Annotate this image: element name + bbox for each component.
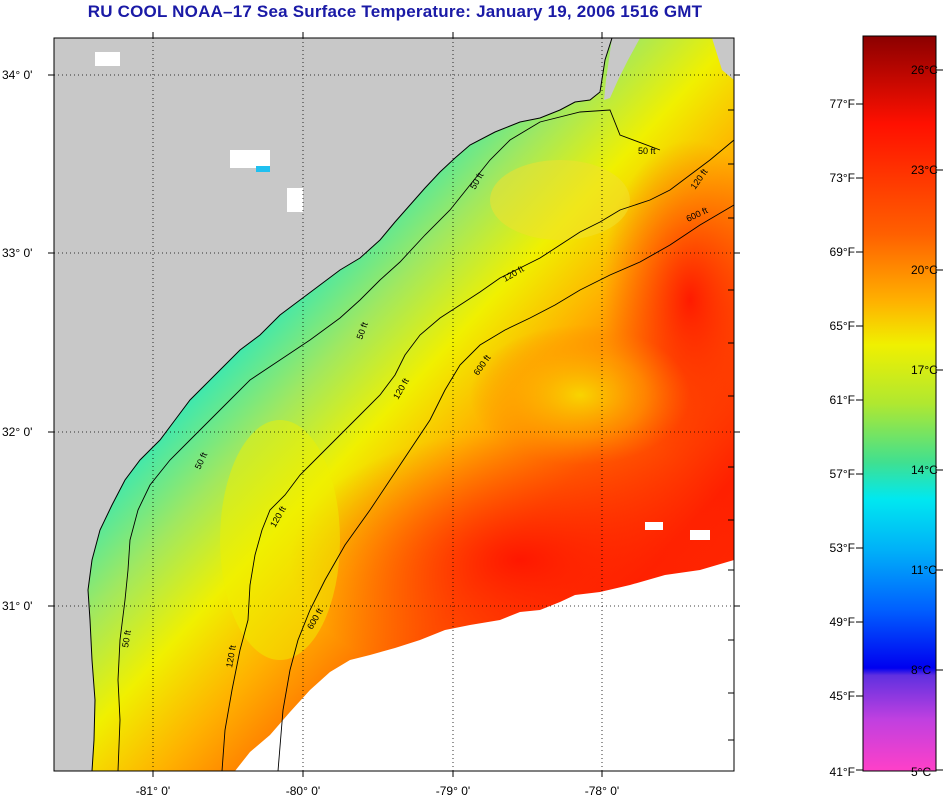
fahrenheit-label: 45°F xyxy=(830,689,855,703)
celsius-label: 14°C xyxy=(911,463,938,477)
contour-label: 50 ft xyxy=(120,629,133,648)
celsius-label: 17°C xyxy=(911,363,938,377)
contour-120ft xyxy=(221,139,734,771)
fahrenheit-label: 53°F xyxy=(830,541,855,555)
land-cape xyxy=(604,38,640,100)
shelf-yellow xyxy=(490,160,630,240)
contour-label: 50 ft xyxy=(638,146,656,156)
cloud-patch xyxy=(645,522,663,530)
contour-600ft xyxy=(277,204,734,771)
coastline xyxy=(87,38,613,771)
lon-label: -80° 0' xyxy=(286,784,320,798)
cloud-patch xyxy=(360,660,390,670)
fahrenheit-label: 69°F xyxy=(830,245,855,259)
cloud-patch xyxy=(287,188,303,212)
lat-label: 32° 0' xyxy=(2,425,32,439)
fahrenheit-label: 57°F xyxy=(830,467,855,481)
graticule xyxy=(54,38,734,771)
fahrenheit-label: 41°F xyxy=(830,765,855,779)
land-ne-corner xyxy=(712,38,734,80)
lat-label: 31° 0' xyxy=(2,599,32,613)
fahrenheit-label: 65°F xyxy=(830,319,855,333)
yellow-eddy xyxy=(470,325,690,465)
celsius-label: 8°C xyxy=(911,663,931,677)
cloud-patch xyxy=(95,52,120,66)
lon-label: -81° 0' xyxy=(136,784,170,798)
celsius-label: 5°C xyxy=(911,765,931,779)
fahrenheit-label: 49°F xyxy=(830,615,855,629)
fahrenheit-label: 73°F xyxy=(830,171,855,185)
fahrenheit-label: 61°F xyxy=(830,393,855,407)
land-mass xyxy=(54,38,612,771)
contour-50ft xyxy=(117,109,661,771)
colorbar: 77°F 73°F 69°F 65°F 61°F 57°F 53°F 49°F … xyxy=(830,35,943,779)
contour-label: 120 ft xyxy=(224,644,238,668)
fahrenheit-label: 77°F xyxy=(830,97,855,111)
lat-label: 33° 0' xyxy=(2,246,32,260)
inshore-yellow xyxy=(220,420,340,660)
map-title: RU COOL NOAA–17 Sea Surface Temperature:… xyxy=(87,2,703,21)
inland-water xyxy=(256,166,270,172)
map-ticks xyxy=(48,32,740,777)
lon-label: -79° 0' xyxy=(436,784,470,798)
lat-label: 34° 0' xyxy=(2,68,32,82)
celsius-label: 20°C xyxy=(911,263,938,277)
cloud-patch xyxy=(690,530,710,540)
lon-label: -78° 0' xyxy=(585,784,619,798)
celsius-label: 11°C xyxy=(911,563,937,577)
colorbar-ticks xyxy=(856,69,943,771)
cloud-mask xyxy=(235,560,734,771)
map-area xyxy=(54,38,734,771)
celsius-label: 23°C xyxy=(911,163,938,177)
colorbar-gradient xyxy=(862,35,937,772)
map-frame xyxy=(53,37,735,772)
celsius-label: 26°C xyxy=(911,63,938,77)
cloud-patch xyxy=(230,150,270,168)
